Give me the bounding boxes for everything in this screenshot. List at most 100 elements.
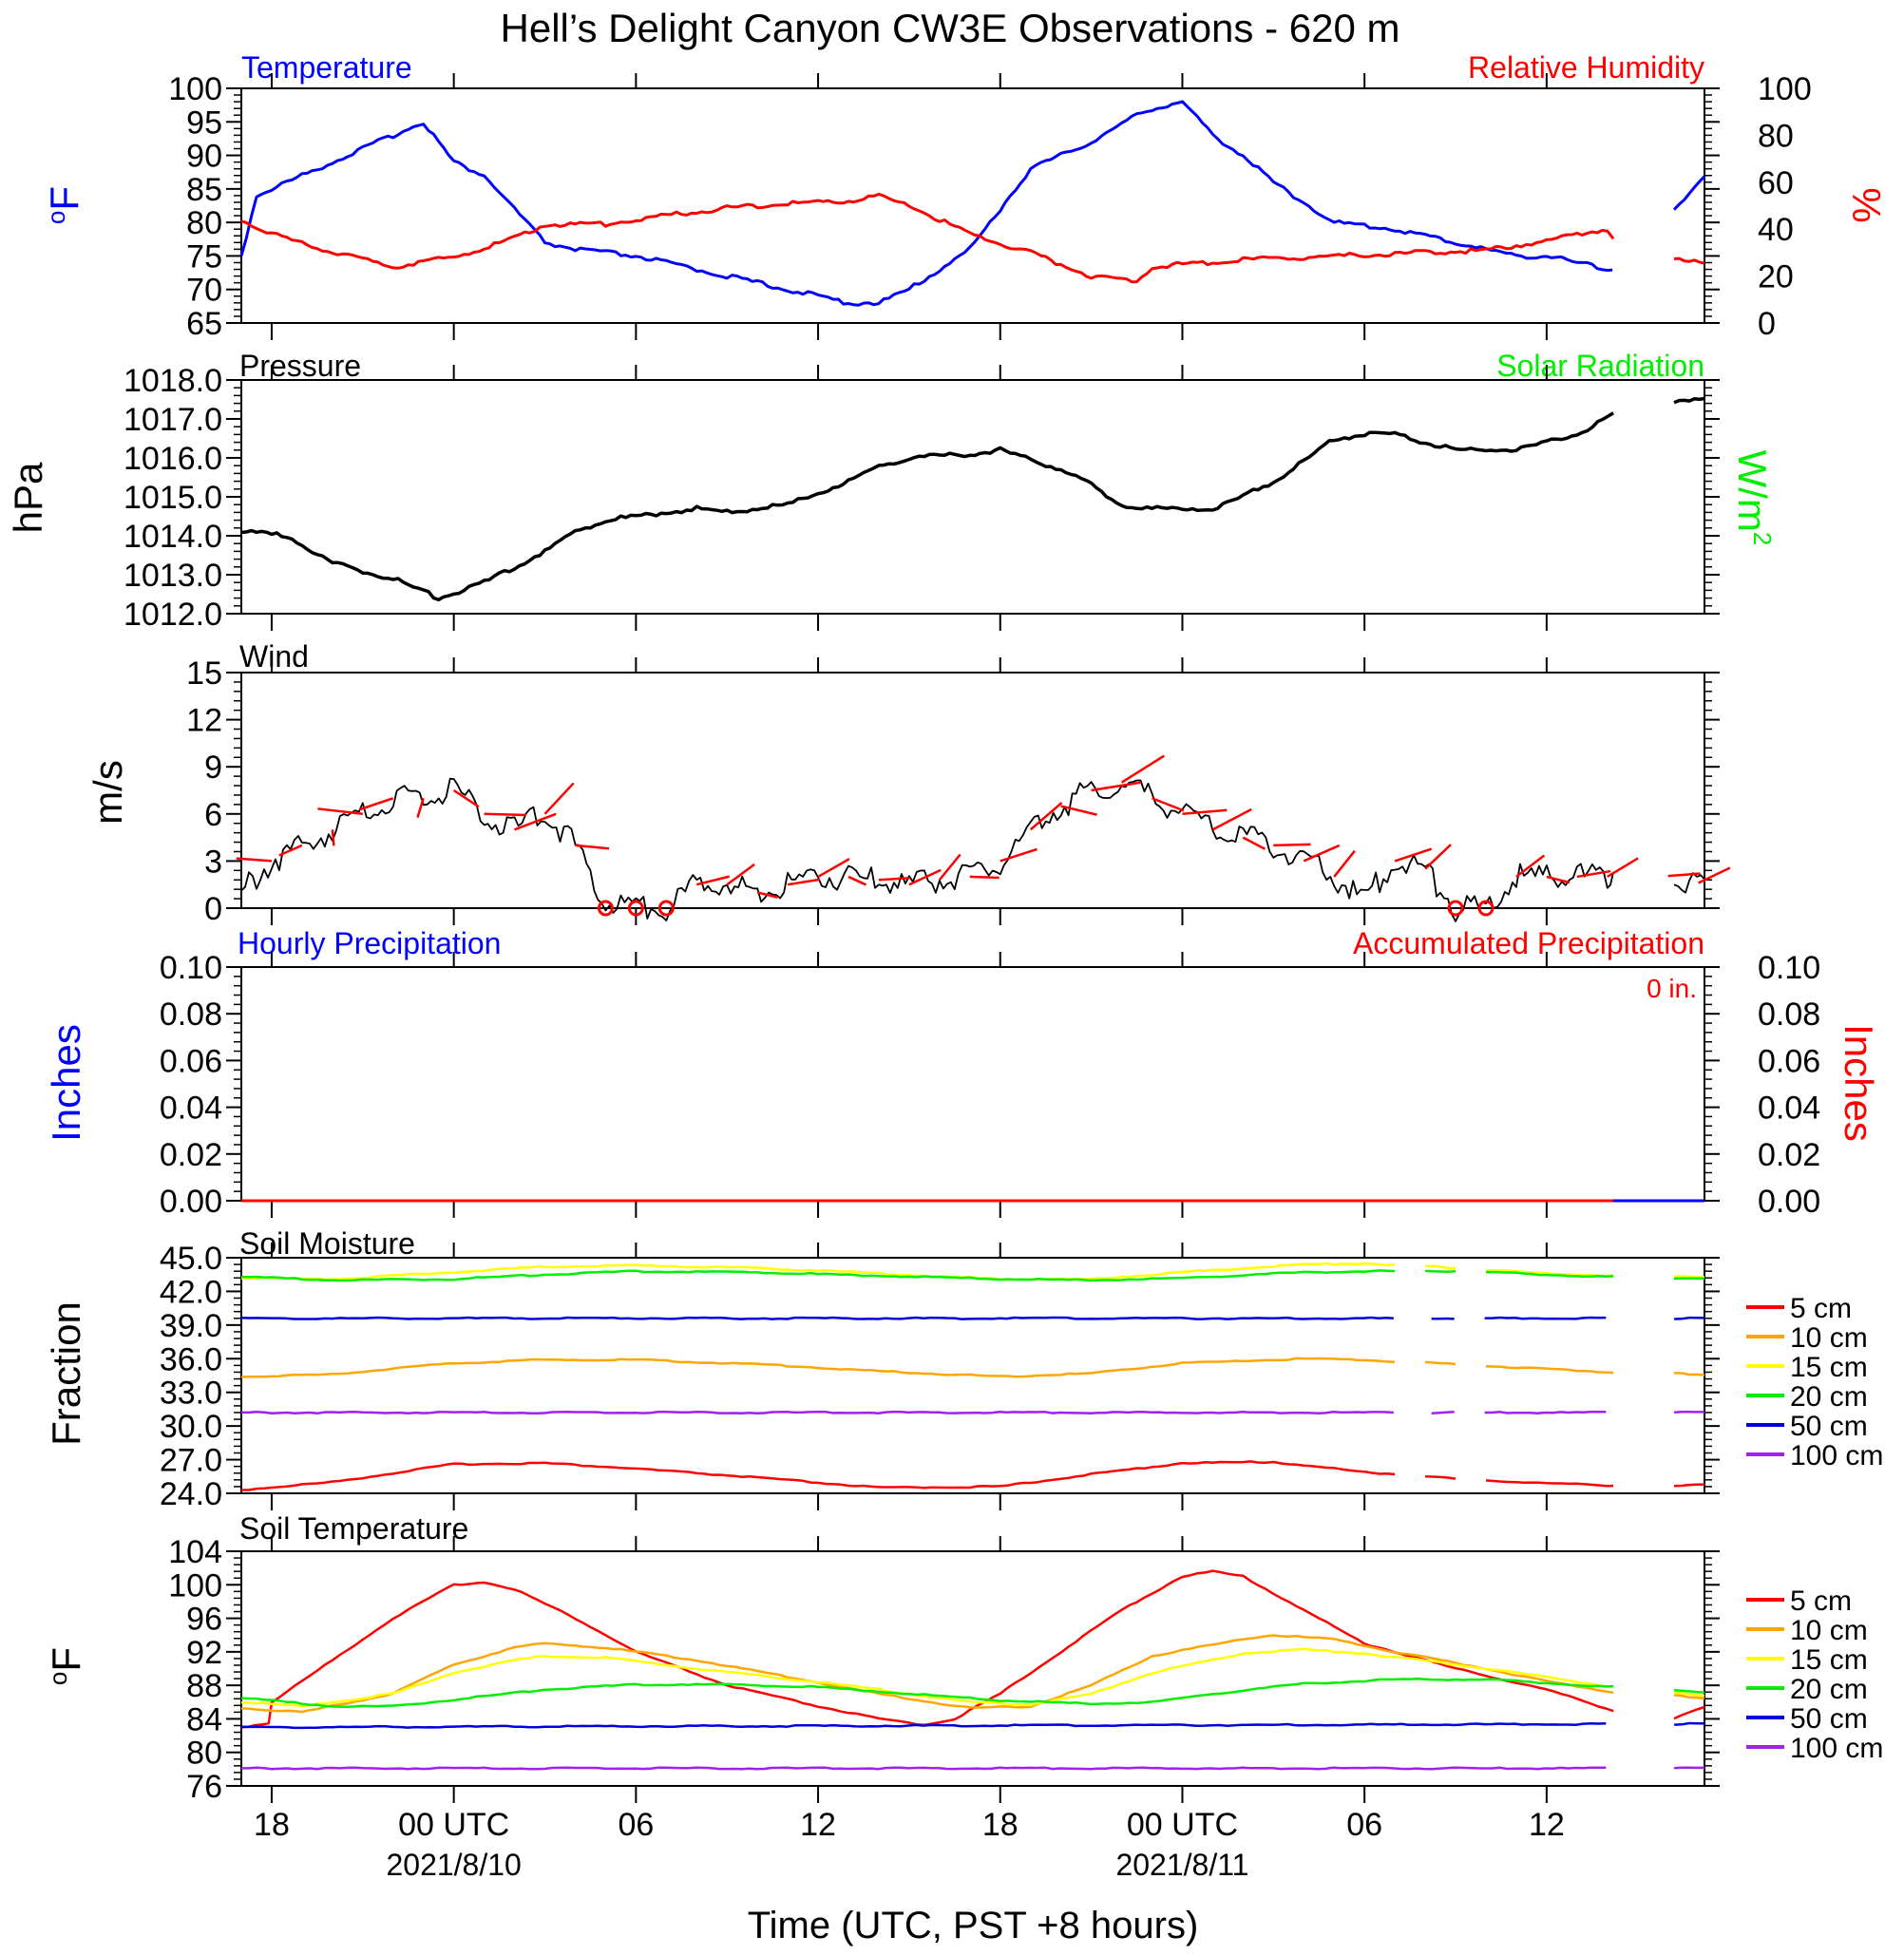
y-tick-label: 1012.0	[124, 597, 222, 633]
wind-barb	[938, 853, 962, 882]
y-tick-label: 27.0	[160, 1443, 222, 1479]
x-tick-label: 06	[1346, 1807, 1382, 1843]
y-right-tick-label: 0	[1758, 306, 1776, 342]
100-cm-line	[1484, 1410, 1607, 1414]
plot-frame	[240, 87, 1705, 324]
hourly-precip-title: Hourly Precipitation	[238, 926, 501, 960]
wind-barb	[1091, 781, 1142, 792]
accum-precip-total: 0 in.	[1647, 974, 1697, 1003]
y-right-tick-label: 40	[1758, 212, 1794, 248]
wind-barb	[756, 891, 778, 899]
y-tick-label: 1015.0	[124, 480, 222, 516]
degree-symbol: o	[44, 1672, 72, 1685]
temperature-line	[239, 100, 1613, 307]
series-group-soil_moisture	[240, 1262, 1705, 1491]
10-cm-line	[1485, 1364, 1614, 1375]
legend-label: 50 cm	[1790, 1411, 1868, 1442]
wind-barb	[878, 876, 910, 882]
soil-temp-title: Soil Temperature	[239, 1511, 468, 1546]
50-cm-line	[1484, 1316, 1607, 1320]
y-tick-label: 100	[168, 71, 222, 107]
legend-label: 100 cm	[1790, 1440, 1883, 1471]
y-tick-label: 92	[186, 1635, 222, 1671]
x-tick-label: 00 UTC	[398, 1807, 509, 1843]
calm-wind-circle	[657, 900, 675, 917]
y-right-tick-label: 20	[1758, 259, 1794, 295]
svg-text:W/m2: W/m2	[1730, 450, 1777, 546]
20-cm-line	[1425, 1269, 1457, 1274]
y-right-tick-label: 100	[1758, 71, 1812, 107]
15-cm-line	[1425, 1264, 1456, 1270]
plot-frame	[240, 1550, 1705, 1787]
wind-barb	[1029, 801, 1063, 831]
soil-temp-unit: F	[44, 1647, 88, 1672]
wind-barb	[514, 812, 557, 831]
wind-barb	[1152, 797, 1185, 812]
wind-barb	[452, 788, 480, 808]
y-right-tick-label: 0.06	[1758, 1043, 1820, 1079]
5-cm-line	[1485, 1479, 1614, 1488]
x-tick-label: 06	[618, 1807, 654, 1843]
y-tick-label: 0.10	[160, 950, 222, 986]
wind-barb	[1576, 869, 1611, 879]
wind-barb	[1333, 849, 1356, 878]
15-cm-line	[1673, 1275, 1704, 1279]
5-cm-line	[1425, 1474, 1457, 1480]
legend-label: 100 cm	[1790, 1733, 1883, 1764]
legend-label: 5 cm	[1790, 1293, 1852, 1324]
y-tick-label: 1013.0	[124, 558, 222, 594]
y-tick-label: 0.06	[160, 1043, 222, 1079]
calm-wind-circle	[627, 900, 644, 917]
100-cm-line	[1674, 1766, 1704, 1770]
accum-precip-title: Accumulated Precipitation	[1353, 926, 1704, 960]
y-tick-label: 45.0	[160, 1241, 222, 1277]
legend-label: 50 cm	[1790, 1703, 1868, 1735]
x-tick-label: 18	[982, 1807, 1019, 1843]
5-cm-line	[1673, 1705, 1705, 1720]
series-group-pressure	[240, 396, 1705, 602]
20-cm-line	[1673, 1688, 1705, 1695]
soil-moisture-ylabel: Fraction	[44, 1301, 88, 1446]
y-right-tick-label: 80	[1758, 118, 1794, 154]
wind-barb	[1698, 866, 1731, 884]
svg-text:oF: oF	[42, 186, 86, 224]
wind-barb	[1303, 844, 1341, 863]
relative-humidity-line	[1673, 256, 1705, 265]
100-cm-line	[241, 1410, 1394, 1415]
100-cm-line	[1431, 1411, 1455, 1415]
15-cm-line	[1673, 1691, 1705, 1698]
y-right-tick-label: 0.02	[1758, 1137, 1820, 1173]
wind-barb	[1546, 875, 1571, 884]
calm-wind-circle	[1477, 900, 1495, 917]
y-tick-label: 24.0	[160, 1476, 222, 1512]
y-tick-label: 96	[186, 1602, 222, 1638]
panel-wind: Wind m/s	[86, 639, 309, 825]
20-cm-line	[240, 1678, 1614, 1708]
temp-ylabel: oF	[42, 186, 86, 224]
wind-barb	[817, 858, 850, 879]
x-date-label: 2021/8/10	[386, 1848, 521, 1882]
wind-barb	[416, 797, 425, 819]
10-cm-line	[1673, 1694, 1705, 1700]
series-group-temp_rh	[239, 100, 1706, 307]
wind-barb	[358, 797, 394, 811]
x-tick-label: 12	[1529, 1807, 1565, 1843]
wind-line	[1673, 872, 1705, 894]
wind-title: Wind	[239, 639, 309, 674]
y-right-tick-label: 60	[1758, 165, 1794, 201]
wind-barb	[1211, 807, 1252, 831]
100-cm-line	[1674, 1410, 1704, 1414]
y-tick-label: 1014.0	[124, 519, 222, 555]
temperature-line	[1672, 175, 1706, 211]
wind-barb	[726, 863, 755, 886]
y-tick-label: 80	[186, 205, 222, 241]
solar-ylabel: W/m2	[1730, 450, 1777, 546]
plot-frame	[240, 1257, 1705, 1494]
y-tick-label: 12	[186, 703, 222, 739]
panel-soil-moisture: Soil Moisture Fraction	[44, 1226, 415, 1446]
y-tick-label: 30.0	[160, 1409, 222, 1445]
y-tick-label: 6	[204, 797, 222, 833]
panel-pressure: Pressure Solar Radiation hPa W/m2	[6, 349, 1777, 545]
wind-barb	[1607, 857, 1639, 879]
